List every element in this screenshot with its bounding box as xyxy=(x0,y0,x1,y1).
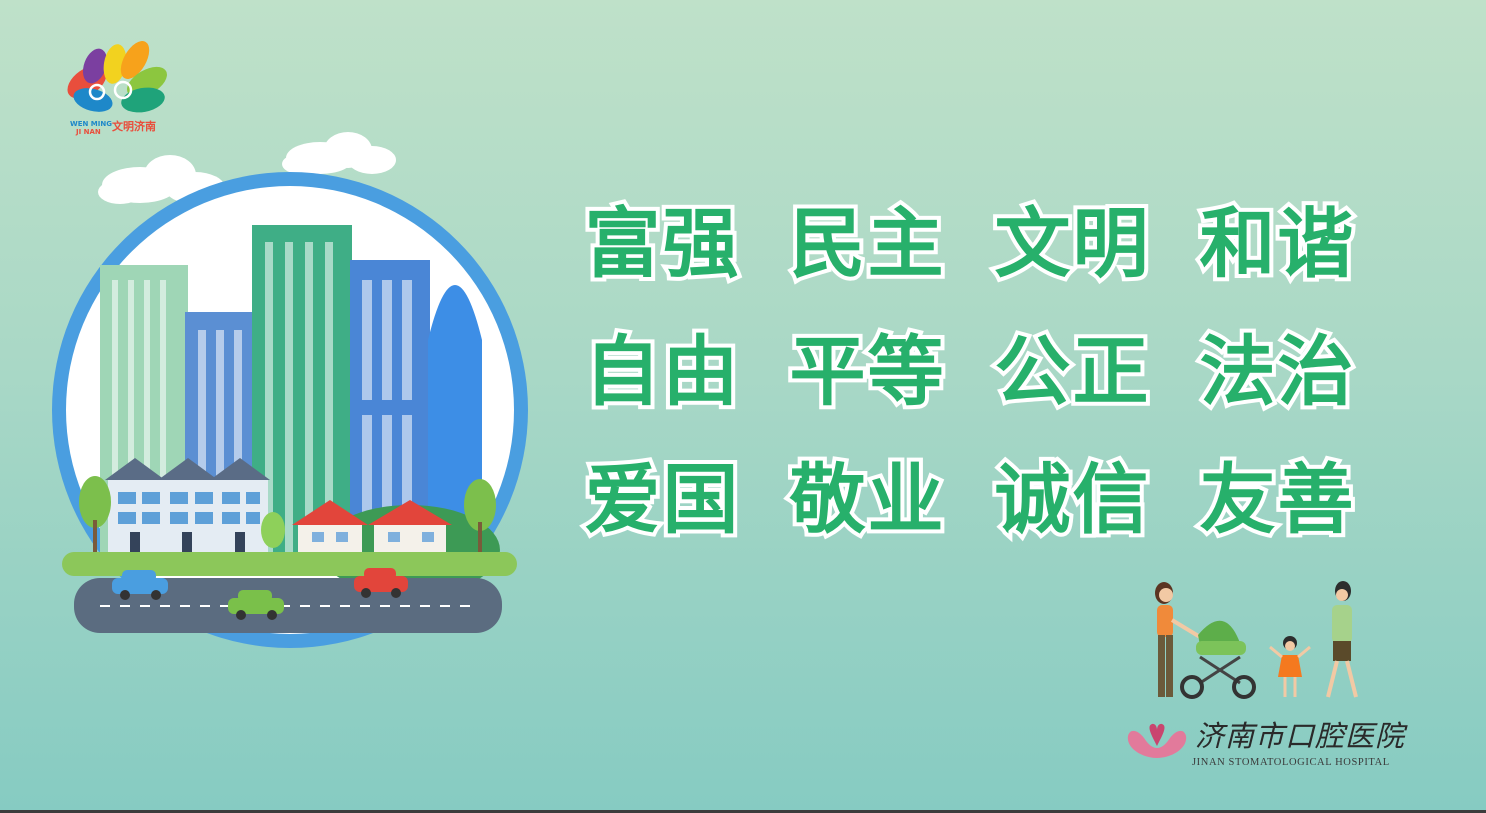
logo-petal-yellow xyxy=(103,44,127,84)
father xyxy=(1326,581,1358,698)
logo-caption-cn: 文明济南 xyxy=(112,120,156,133)
building-windows xyxy=(112,242,412,552)
car-blue xyxy=(112,570,168,600)
wenming-jinan-logo xyxy=(67,41,167,113)
townhouses xyxy=(105,458,270,555)
hospital-name-en: JINAN STOMATOLOGICAL HOSPITAL xyxy=(1192,757,1390,768)
bottom-rule xyxy=(0,810,1486,813)
car-green xyxy=(228,590,284,620)
value-word: 爱国 xyxy=(581,451,743,548)
stroller xyxy=(1180,620,1256,699)
value-word: 和谐 xyxy=(1196,195,1358,292)
value-word: 敬业 xyxy=(786,451,948,548)
value-word: 富强 xyxy=(581,195,743,292)
value-word: 公正 xyxy=(991,323,1153,420)
logo-caption-line2: JI NAN xyxy=(76,128,101,136)
city-illustration xyxy=(52,132,528,648)
value-word: 民主 xyxy=(786,195,948,292)
cloud-left xyxy=(98,155,225,204)
cloud-right xyxy=(282,132,396,174)
logo-petal-purple xyxy=(82,48,108,84)
logo-caption: WEN MING JI NAN 文明济南 xyxy=(70,120,180,138)
trees xyxy=(79,476,496,552)
value-word: 平等 xyxy=(786,323,948,420)
hospital-tooth-icon xyxy=(1127,723,1187,758)
core-values-grid: 富强 民主 文明 和谐 自由 平等 公正 法治 爱国 敬业 诚信 友善 xyxy=(560,195,1380,548)
logo-swirl-right xyxy=(113,80,133,100)
child xyxy=(1269,636,1311,697)
value-word: 自由 xyxy=(581,323,743,420)
value-word: 友善 xyxy=(1196,451,1358,548)
value-word: 诚信 xyxy=(991,451,1153,548)
hospital-name-cn: 济南市口腔医院 xyxy=(1195,719,1406,753)
value-word: 法治 xyxy=(1196,323,1358,420)
grass-strip xyxy=(62,552,517,576)
car-red xyxy=(354,568,408,598)
logo-petal-orange xyxy=(120,41,150,79)
logo-swirl-left xyxy=(88,83,106,101)
value-word: 文明 xyxy=(991,195,1153,292)
mother-with-stroller xyxy=(1155,582,1202,697)
family-illustration xyxy=(1155,581,1358,699)
logo-petal-green xyxy=(121,87,165,113)
logo-caption-line1: WEN MING xyxy=(70,120,112,128)
